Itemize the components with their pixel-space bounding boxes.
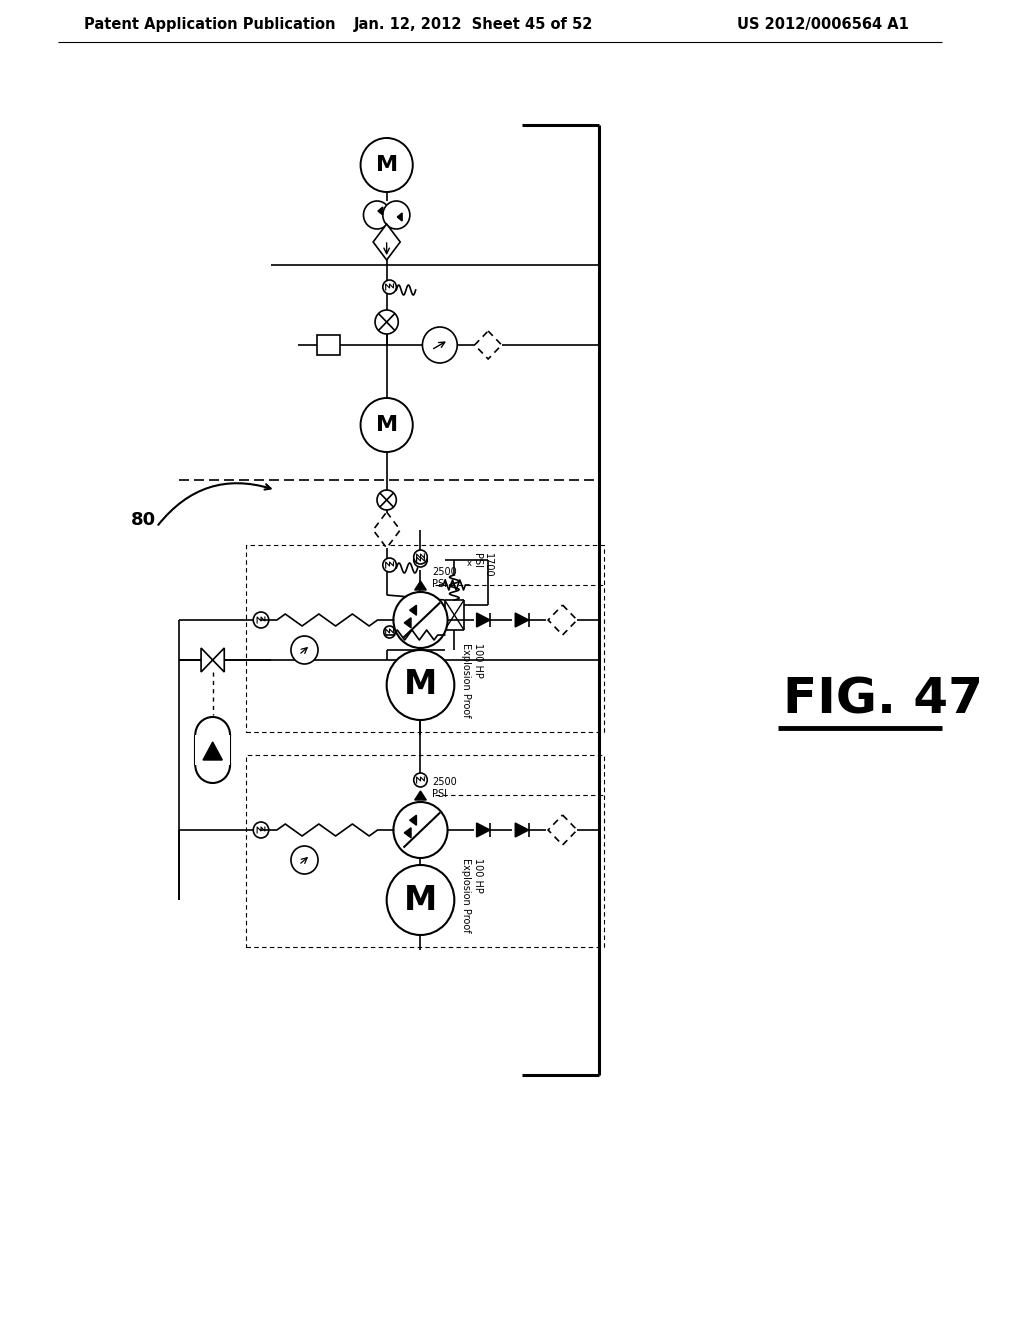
Circle shape <box>387 865 455 935</box>
Text: 100 HP
Explosion Proof: 100 HP Explosion Proof <box>461 858 482 932</box>
Polygon shape <box>213 648 224 672</box>
Polygon shape <box>203 742 222 760</box>
Text: M: M <box>376 154 397 176</box>
Text: 2500
PSI: 2500 PSI <box>432 568 457 589</box>
Circle shape <box>196 747 230 783</box>
Polygon shape <box>404 828 411 838</box>
Circle shape <box>383 280 396 294</box>
Polygon shape <box>476 612 490 627</box>
Polygon shape <box>476 822 490 837</box>
Circle shape <box>253 612 268 628</box>
Circle shape <box>414 774 427 787</box>
Polygon shape <box>515 612 528 627</box>
Text: FIG. 47: FIG. 47 <box>783 676 983 723</box>
Polygon shape <box>475 331 502 359</box>
Circle shape <box>375 310 398 334</box>
Polygon shape <box>373 224 400 260</box>
Bar <box>317 335 340 355</box>
Circle shape <box>360 399 413 451</box>
Circle shape <box>393 803 447 858</box>
Circle shape <box>383 201 410 228</box>
Polygon shape <box>378 207 383 215</box>
Circle shape <box>414 550 427 564</box>
Text: 2500
PSI: 2500 PSI <box>432 777 457 799</box>
Circle shape <box>414 553 427 568</box>
Circle shape <box>393 591 447 648</box>
Polygon shape <box>201 648 213 672</box>
Text: 100 HP
Explosion Proof: 100 HP Explosion Proof <box>461 643 482 717</box>
Circle shape <box>384 626 395 638</box>
Circle shape <box>377 490 396 510</box>
Bar <box>196 735 230 766</box>
Polygon shape <box>415 581 426 590</box>
Polygon shape <box>415 791 426 800</box>
Text: M: M <box>403 883 437 916</box>
Circle shape <box>253 822 268 838</box>
Circle shape <box>360 139 413 191</box>
Polygon shape <box>410 605 417 615</box>
Circle shape <box>291 846 318 874</box>
Polygon shape <box>373 512 400 548</box>
Polygon shape <box>397 213 402 220</box>
Text: Jan. 12, 2012  Sheet 45 of 52: Jan. 12, 2012 Sheet 45 of 52 <box>354 17 593 33</box>
Text: M: M <box>403 668 437 701</box>
Text: 80: 80 <box>130 511 156 529</box>
Polygon shape <box>548 605 578 635</box>
Circle shape <box>364 201 390 228</box>
Circle shape <box>291 636 318 664</box>
Polygon shape <box>548 814 578 845</box>
Circle shape <box>423 327 458 363</box>
Circle shape <box>196 717 230 752</box>
Circle shape <box>383 558 396 572</box>
Polygon shape <box>404 618 411 628</box>
Circle shape <box>387 649 455 719</box>
Polygon shape <box>410 816 417 825</box>
Text: M: M <box>376 414 397 436</box>
Text: x: x <box>466 558 471 568</box>
Text: US 2012/0006564 A1: US 2012/0006564 A1 <box>737 17 908 33</box>
Polygon shape <box>515 822 528 837</box>
Text: 1700
PSI: 1700 PSI <box>472 553 494 577</box>
Text: Patent Application Publication: Patent Application Publication <box>84 17 336 33</box>
